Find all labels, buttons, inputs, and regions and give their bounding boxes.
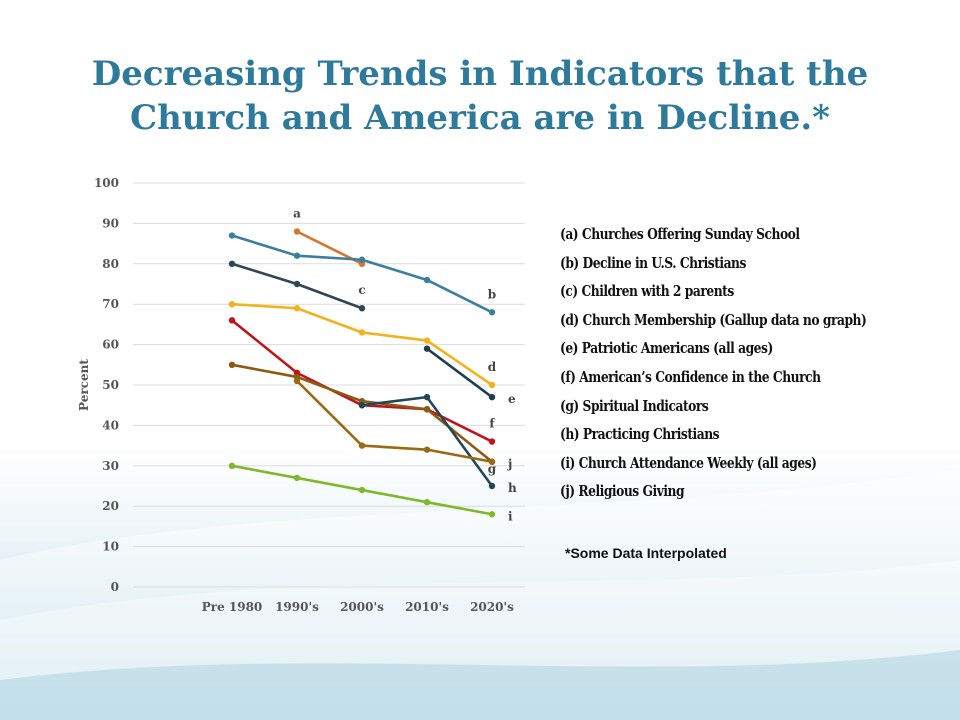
chart-gridlines: [133, 182, 525, 588]
series-label-f: f: [489, 417, 495, 431]
legend-item-j: (j) Religious Giving: [560, 482, 685, 501]
series-g: g: [228, 361, 497, 476]
chart-series: a b c d ef ghi j: [228, 206, 517, 523]
x-axis-ticks: Pre 1980 1990's 2000's 2010's 2020's: [202, 600, 514, 614]
series-line-f: [231, 319, 493, 443]
series-line-b: [231, 234, 493, 314]
x-tick-label: 2000's: [340, 600, 384, 614]
series-label-c: c: [358, 283, 365, 297]
data-point-d: [358, 329, 366, 336]
data-point-i: [488, 511, 496, 518]
series-b: b: [228, 232, 496, 316]
series-label-h: h: [508, 481, 517, 495]
y-tick-label: 90: [102, 216, 119, 230]
series-label-e: e: [508, 392, 516, 406]
data-point-c: [293, 280, 301, 288]
data-point-h: [488, 482, 496, 490]
series-label-a: a: [293, 206, 301, 220]
slide-title: Decreasing Trends in Indicators that the…: [91, 54, 869, 138]
series-h: h: [358, 393, 517, 495]
data-point-e: [488, 393, 496, 401]
legend-item-h: (h) Practicing Christians: [560, 425, 720, 444]
data-point-j: [358, 442, 366, 449]
data-point-a: [293, 228, 301, 235]
data-point-c: [358, 305, 366, 312]
data-point-b: [423, 276, 431, 284]
data-point-b: [358, 256, 366, 263]
data-point-j: [293, 377, 301, 385]
data-point-j: [488, 458, 496, 465]
legend-item-c: (c) Children with 2 parents: [560, 282, 734, 301]
series-line-e: [426, 347, 493, 399]
data-point-i: [228, 462, 236, 469]
y-tick-label: 100: [94, 176, 119, 190]
y-axis-ticks: 0 10 20 30 40 50 60 70 80 90 100: [94, 176, 119, 594]
series-label-g: g: [488, 462, 497, 476]
y-tick-label: 10: [102, 540, 119, 554]
data-point-g: [423, 406, 431, 413]
legend-item-e: (e) Patriotic Americans (all ages): [560, 339, 773, 358]
data-point-g: [228, 361, 236, 368]
legend-item-f: (f) American’s Confidence in the Church: [560, 367, 821, 386]
series-c: c: [228, 260, 366, 312]
data-point-c: [228, 260, 236, 267]
data-point-e: [423, 345, 431, 352]
series-label-j: j: [507, 457, 512, 471]
y-tick-label: 50: [102, 378, 119, 392]
data-point-f: [228, 317, 236, 324]
series-e: e: [423, 345, 516, 406]
data-point-d: [488, 381, 496, 389]
legend-item-a: (a) Churches Offering Sunday School: [560, 225, 800, 243]
footnote: *Some Data Interpolated: [565, 545, 727, 561]
series-label-i: i: [508, 509, 513, 523]
data-point-d: [293, 305, 301, 312]
data-point-b: [293, 252, 301, 259]
data-point-i: [293, 474, 301, 482]
legend-item-g: (g) Spiritual Indicators: [560, 396, 709, 415]
series-j: j: [293, 377, 512, 471]
y-tick-label: 40: [102, 418, 119, 432]
series-d: d: [228, 301, 497, 389]
data-point-i: [358, 486, 366, 494]
legend-item-i: (i) Church Attendance Weekly (all ages): [560, 453, 817, 472]
x-tick-label: Pre 1980: [202, 600, 263, 614]
x-tick-label: 2020's: [470, 600, 514, 614]
data-point-b: [488, 309, 496, 316]
series-label-b: b: [488, 287, 496, 301]
data-point-f: [488, 438, 496, 445]
y-tick-label: 20: [102, 499, 119, 513]
legend: (a) Churches Offering Sunday School (b) …: [560, 220, 900, 506]
data-point-i: [423, 498, 431, 506]
series-line-j: [296, 380, 493, 464]
y-tick-label: 0: [111, 580, 119, 594]
y-tick-label: 30: [102, 459, 119, 473]
x-tick-label: 2010's: [405, 600, 449, 614]
data-point-j: [423, 446, 431, 453]
legend-item-d: (d) Church Membership (Gallup data no gr…: [560, 310, 867, 329]
data-point-h: [423, 393, 431, 401]
y-tick-label: 70: [102, 297, 119, 311]
data-point-d: [423, 337, 431, 344]
data-point-b: [228, 232, 236, 239]
legend-item-b: (b) Decline in U.S. Christians: [560, 253, 746, 272]
data-point-h: [358, 402, 366, 409]
y-tick-label: 80: [102, 257, 119, 271]
data-point-d: [228, 301, 236, 308]
y-tick-label: 60: [102, 338, 119, 352]
y-axis-label: Percent: [77, 359, 91, 411]
x-tick-label: 1990's: [275, 600, 319, 614]
series-i: i: [228, 462, 513, 523]
series-label-d: d: [488, 360, 497, 374]
